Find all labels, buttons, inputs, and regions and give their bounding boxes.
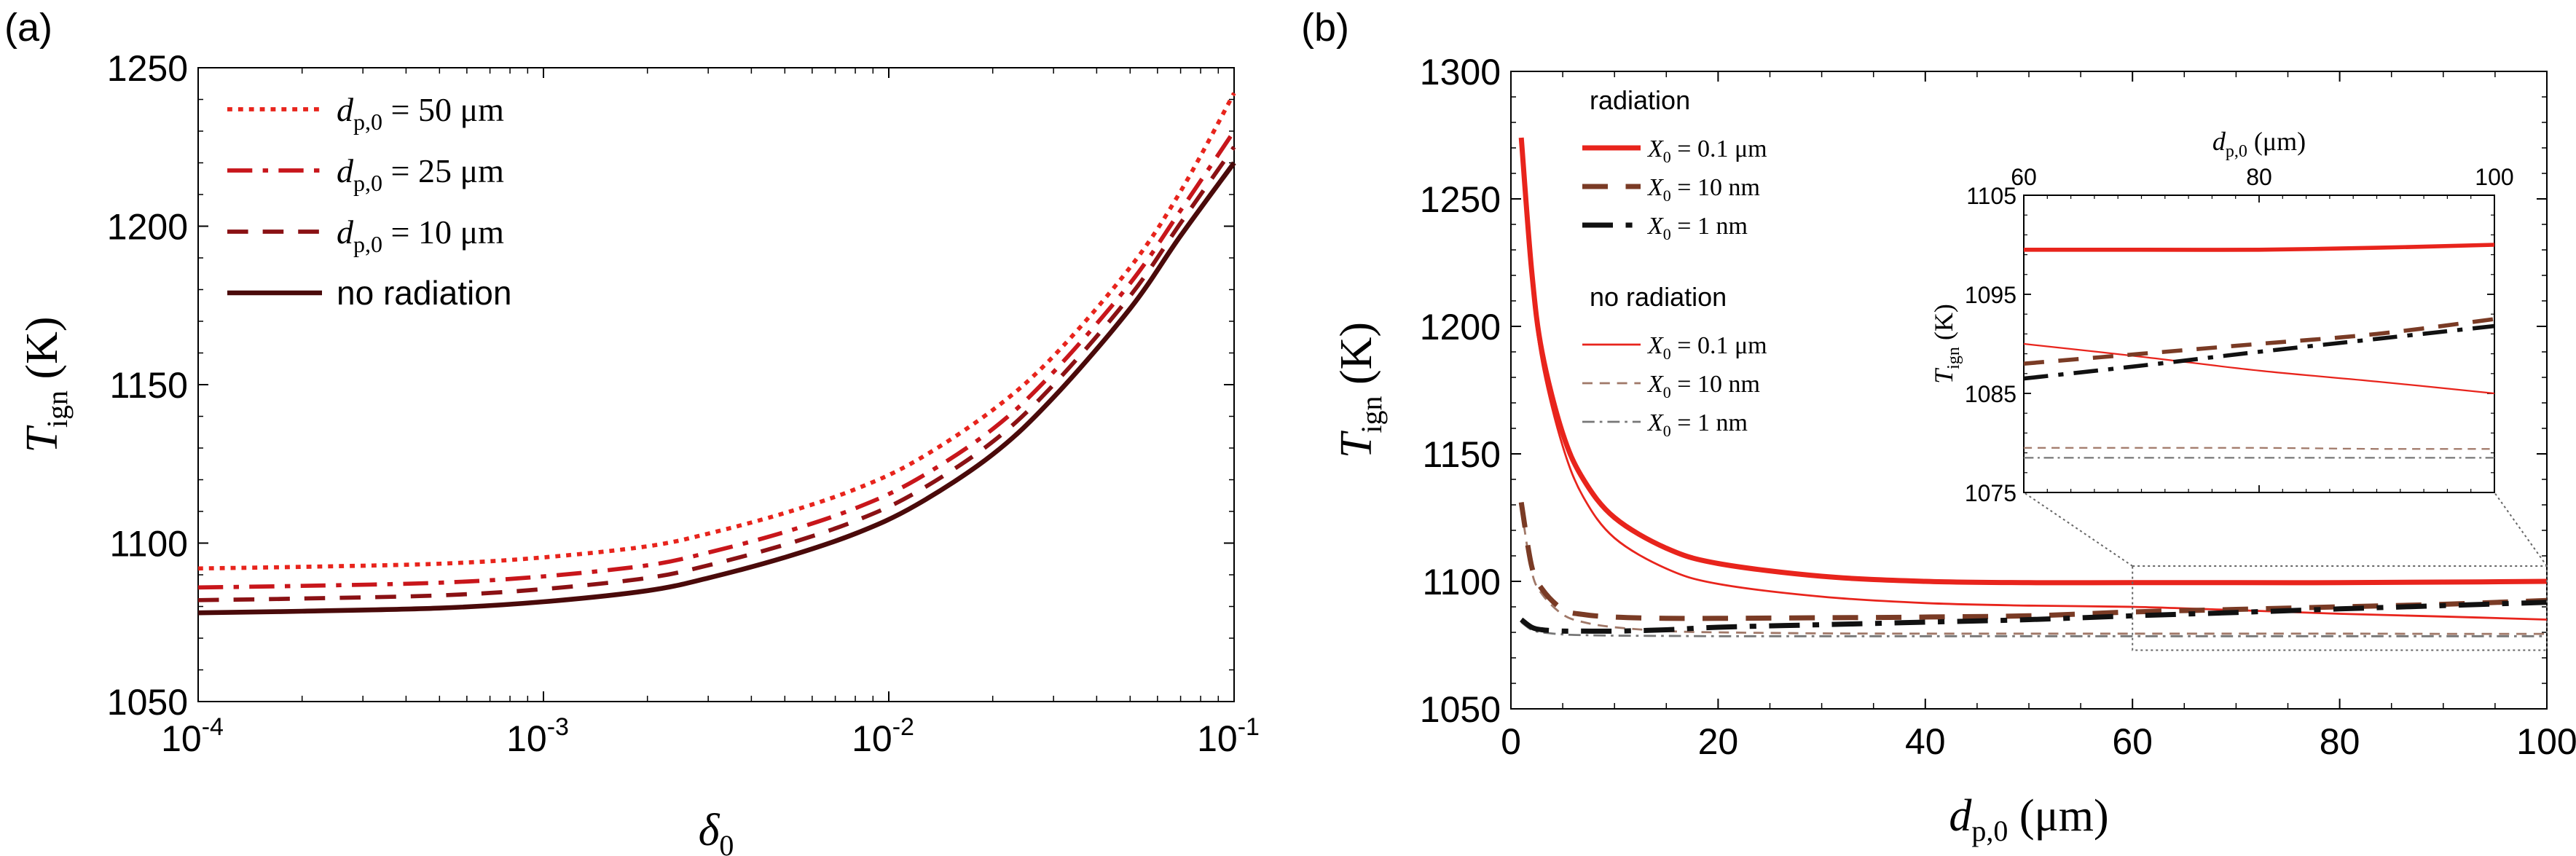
panel-b-ytick-label: 1100 [1422,562,1501,602]
panel-a-series-line [197,92,1236,571]
inset-ytick-label: 1105 [1966,183,2017,209]
panel-b-legend-label: X0 = 10 nm [1646,371,1760,401]
inset-series-line [2024,447,2494,450]
panel-b-ylabel: Tign (K) [1332,322,1388,458]
panel-b-ytick-label: 1300 [1420,52,1501,93]
panel-a-xtick-label: 10-3 [506,713,569,759]
panel-a-legend-label: dp,0 = 25 μm [337,152,504,196]
panel-b-series-line [1520,600,2547,634]
panel-a: (a) 1050 1100 1150 1200 1250 10-4 10-3 10-2 10-1 δ… [4,6,1260,856]
panel-b-series-line [1518,501,2547,621]
panel-b-xtick-label: 40 [1905,721,1946,762]
panel-a-xtick-label: 10-4 [161,713,224,759]
panel-a-xtick-label: 10-2 [852,713,914,759]
panel-a-xtick-label: 10-1 [1197,713,1260,759]
inset-plot-area [2024,243,2494,459]
inset-series-line [2024,243,2494,252]
panel-b-legend-label: X0 = 0.1 μm [1646,332,1767,363]
panel-b: (b) 1050 1100 1150 1200 1250 1300 0 20 40 60 80 100 d… [1301,6,2576,847]
panel-a-legend-label: no radiation [337,274,511,312]
panel-a-label: (a) [4,6,52,50]
panel-a-ytick-label: 1250 [107,48,188,89]
panel-a-legend-label: dp,0 = 10 μm [337,213,504,257]
inset-ytick-label: 1095 [1965,282,2017,308]
panel-b-series-line [1518,137,2547,586]
panel-b-ytick-label: 1250 [1420,179,1501,220]
panel-a-ytick-label: 1150 [109,365,188,406]
panel-b-xtick-label: 100 [2516,721,2576,762]
panel-b-plot-area [1518,137,2547,637]
panel-b-legend-label: X0 = 1 nm [1646,213,1748,243]
panel-b-legend-group-title: radiation [1590,85,1690,115]
panel-b-legend-group-title: no radiation [1590,282,1727,312]
inset-series-line [2024,323,2494,381]
panel-a-series-line [197,161,1236,616]
panel-b-ytick-label: 1150 [1422,434,1501,475]
inset-xtick-label: 80 [2246,164,2272,190]
panel-b-xtick-label: 20 [1698,721,1739,762]
panel-b-ytick-label: 1200 [1420,307,1501,347]
inset-series-line [2024,317,2494,366]
panel-b-zoom-rect [2132,565,2548,651]
inset-ytick-label: 1075 [1965,480,2017,506]
panel-a-legend: dp,0 = 50 μm dp,0 = 25 μm dp,0 = 10 μm no r… [227,91,511,312]
panel-b-label: (b) [1301,6,1349,50]
panel-b-zoom-connector [2494,492,2548,567]
panel-a-ytick-label: 1050 [107,682,188,723]
inset-xlabel: dp,0 (μm) [2212,127,2306,161]
panel-b-ytick-label: 1050 [1420,689,1501,730]
panel-b-xlabel: dp,0 (μm) [1949,791,2108,847]
panel-a-xlabel: δ0 [699,806,734,856]
inset-ylabel: Tign (K) [1929,304,1963,384]
panel-a-ytick-label: 1100 [109,524,188,565]
panel-b-legend: radiation no radiation X0 = 0.1 μm X0 = 10 … [1582,85,1767,440]
inset-series-line [2024,342,2494,395]
panel-a-legend-label: dp,0 = 50 μm [337,91,504,135]
panel-b-xtick-label: 60 [2112,721,2153,762]
inset-ytick-label: 1085 [1965,381,2017,407]
panel-b-xtick-label: 0 [1501,721,1521,762]
panel-b-legend-label: X0 = 0.1 μm [1646,136,1767,166]
panel-b-legend-label: X0 = 10 nm [1646,174,1760,205]
inset-xtick-label: 100 [2475,164,2513,190]
panel-a-frame [197,67,1235,702]
panel-a-series-line [197,130,1236,590]
panel-a-ylabel: Tign (K) [17,316,74,452]
panel-b-legend-label: X0 = 1 nm [1646,409,1748,440]
inset-xtick-label: 60 [2011,164,2037,190]
panel-b-xtick-label: 80 [2320,721,2360,762]
panel-a-ytick-label: 1200 [107,207,188,248]
panel-b-zoom-connector [2023,492,2133,567]
panel-b-series-line [1520,621,2547,637]
